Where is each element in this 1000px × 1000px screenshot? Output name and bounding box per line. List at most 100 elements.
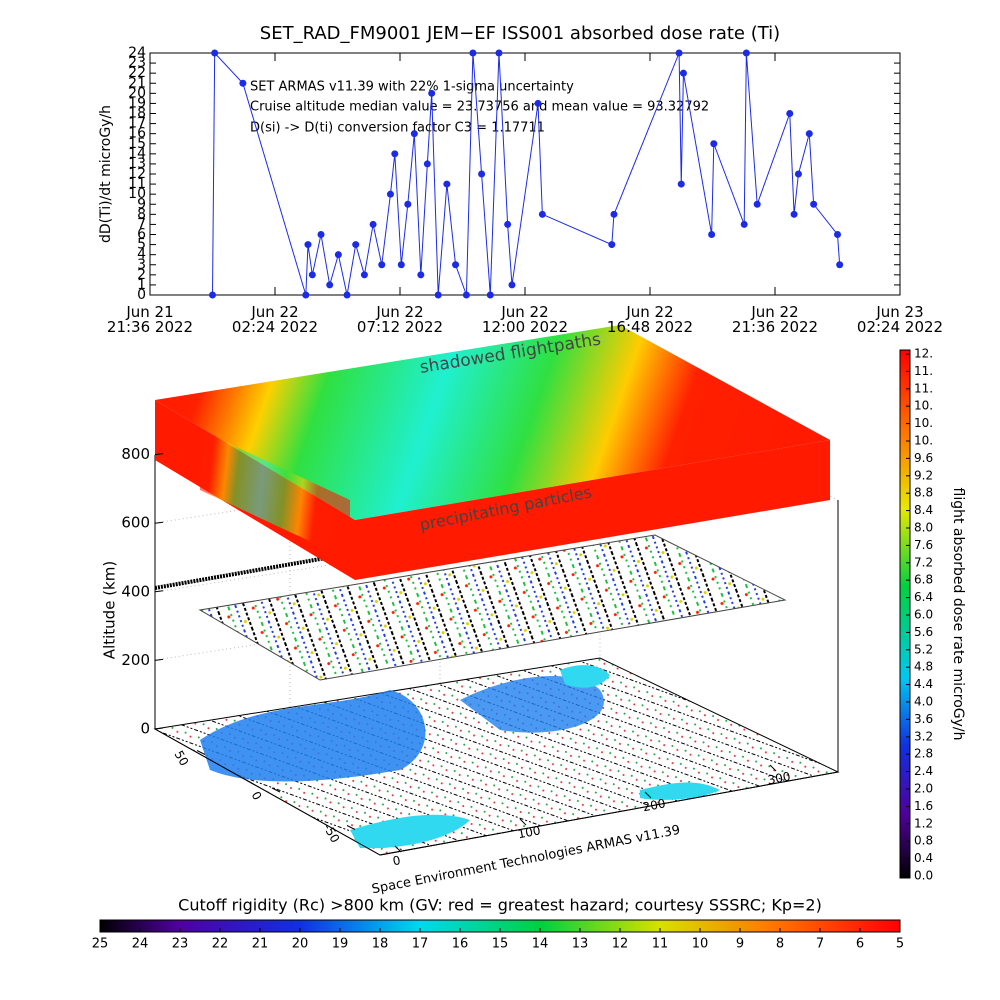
y-tick-label: 19: [128, 95, 146, 111]
z-tick-label: 200: [121, 651, 150, 669]
data-point: [810, 200, 818, 208]
colorbar-tick-label: 10.: [914, 416, 933, 430]
x-tick: [644, 791, 652, 799]
data-point: [410, 130, 418, 138]
z-tick-label: 600: [121, 514, 150, 532]
data-point: [508, 281, 516, 289]
y-tick-label: 9: [137, 196, 146, 212]
data-point: [343, 291, 351, 299]
colorbar-tick-label: 0.8: [914, 834, 933, 848]
colorbar-tick-label: 7.6: [914, 538, 933, 552]
colorbar-tick-label: 3.6: [914, 712, 933, 726]
data-point: [304, 241, 312, 249]
colorbar-tick-label: 16: [452, 937, 469, 952]
y-tick-label: 4: [137, 247, 146, 263]
y-tick-label: 1: [137, 277, 146, 293]
data-point: [308, 271, 316, 279]
y-tick-label: 20: [128, 85, 146, 101]
y-tick-label: 5: [137, 237, 146, 253]
data-point: [677, 180, 685, 188]
x-tick: [519, 818, 527, 826]
scene-3d: [153, 325, 840, 856]
y-tick: [271, 787, 281, 793]
z-tick: [154, 521, 164, 524]
data-point: [710, 140, 718, 148]
data-point: [428, 89, 436, 97]
colorbar-tick-label: 8: [776, 937, 784, 952]
y-tick-label: 3: [137, 257, 146, 273]
data-point: [443, 180, 451, 188]
colorbar-tick-label: 11.: [914, 381, 933, 395]
z-axis-label: Altitude (km): [101, 561, 119, 659]
y-tick-label: 16: [128, 126, 146, 142]
data-point: [790, 210, 798, 218]
data-point: [740, 220, 748, 228]
x-tick-label: Jun 22 02:24 2022: [231, 303, 319, 336]
annotation: SET ARMAS v11.39 with 22% 1-sigma uncert…: [250, 80, 574, 95]
colorbar-tick-label: 24: [132, 937, 149, 952]
colorbar-tick-label: 5: [896, 937, 904, 952]
x-tick-label: Jun 21 21:36 2022: [106, 303, 194, 336]
y-tick-label: 10: [128, 186, 146, 202]
x-tick-label: 200: [642, 796, 667, 814]
y-tick: [346, 825, 356, 830]
data-point: [404, 200, 412, 208]
data-point: [742, 49, 750, 57]
y-tick-label: 2: [137, 267, 146, 283]
data-point: [534, 99, 542, 107]
colorbar-tick-label: 5.2: [914, 642, 933, 656]
y-tick-label: 50: [172, 748, 192, 768]
data-point: [679, 69, 687, 77]
colorbar-tick-label: 10.: [914, 399, 933, 413]
data-point: [794, 170, 802, 178]
colorbar-tick-label: 7.2: [914, 555, 933, 569]
colorbar-tick-label: 1.6: [914, 799, 933, 813]
colorbar-tick-label: 20: [292, 937, 309, 952]
annotation: Cruise altitude median value = 23.73756 …: [250, 100, 709, 115]
y-tick-label: 8: [137, 206, 146, 222]
colorbar-tick-label: 5.6: [914, 625, 933, 639]
data-point: [708, 231, 716, 238]
x-tick-label: Jun 22 07:12 2022: [356, 303, 444, 336]
colorbar-tick-label: 14: [532, 937, 549, 952]
colorbar-tick-label: 13: [572, 937, 589, 952]
data-point: [675, 49, 683, 57]
colorbar-tick-label: 12: [612, 937, 629, 952]
y-tick-label: 15: [128, 136, 146, 152]
y-tick-label: 24: [128, 45, 146, 61]
y-tick-label: 21: [128, 75, 146, 91]
colorbar-tick-label: 2.0: [914, 782, 933, 796]
data-point: [462, 291, 470, 299]
data-point: [369, 220, 377, 228]
colorbar-tick-label: 15: [492, 937, 509, 952]
colorbar-tick-label: 2.8: [914, 747, 933, 761]
data-point: [397, 261, 405, 269]
data-point: [211, 49, 219, 57]
colorbar-tick-label: 23: [172, 937, 189, 952]
colorbar-tick-label: 6.8: [914, 573, 933, 587]
chart-title: SET_RAD_FM9001 JEM−EF ISS001 absorbed do…: [260, 23, 780, 44]
data-point: [423, 160, 431, 168]
colorbar-tick-label: 18: [372, 937, 389, 952]
z-tick: [154, 727, 164, 730]
z-tick: [154, 453, 164, 456]
y-tick: [196, 750, 206, 755]
y-tick-label: 6: [137, 227, 146, 243]
colorbar-tick-label: 17: [412, 937, 429, 952]
data-point: [352, 241, 360, 249]
colorbar-tick-label: 3.2: [914, 729, 933, 743]
y-tick-label: 7: [137, 216, 146, 232]
data-point: [786, 110, 794, 117]
x-tick-label: Jun 23 02:24 2022: [856, 303, 944, 336]
data-point: [209, 291, 216, 299]
data-point: [478, 170, 486, 178]
data-point: [391, 150, 399, 158]
colorbar-tick-label: 6: [856, 937, 864, 952]
colorbar-tick-label: 7: [816, 937, 824, 952]
colorbar-tick-label: 9.6: [914, 451, 933, 465]
y-tick-label: 18: [128, 106, 146, 122]
colorbar-tick-label: 25: [92, 937, 109, 952]
colorbar-tick-label: 21: [252, 937, 269, 952]
